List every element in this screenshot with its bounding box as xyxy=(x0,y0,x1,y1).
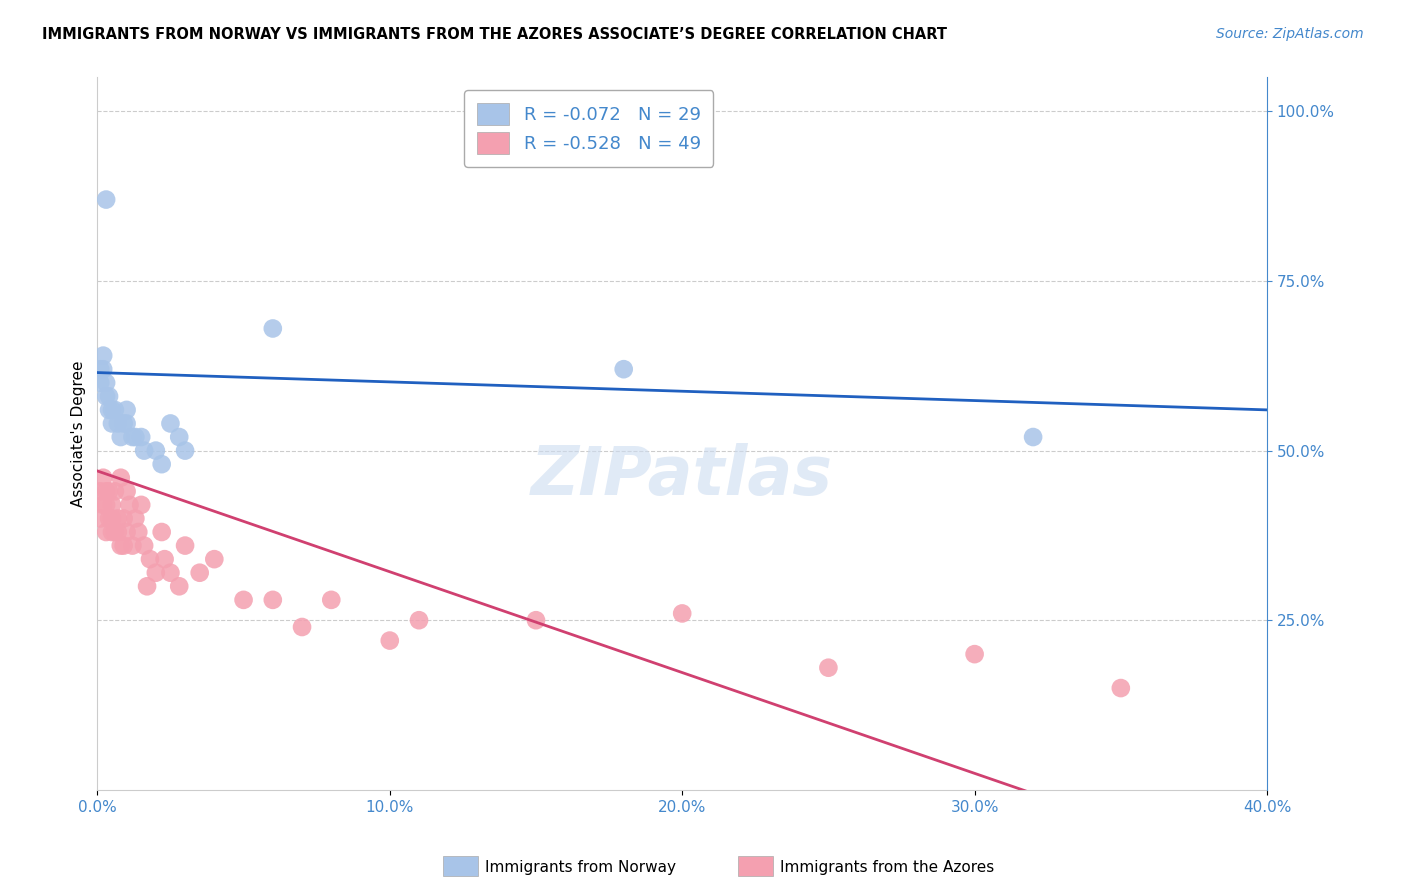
Point xyxy=(115,484,138,499)
Legend: R = -0.072   N = 29, R = -0.528   N = 49: R = -0.072 N = 29, R = -0.528 N = 49 xyxy=(464,90,713,167)
Point xyxy=(101,403,124,417)
Point xyxy=(110,471,132,485)
Point xyxy=(91,498,114,512)
Point xyxy=(159,566,181,580)
Point xyxy=(127,524,149,539)
Point xyxy=(174,539,197,553)
Point xyxy=(262,321,284,335)
Point xyxy=(118,498,141,512)
Point xyxy=(134,443,156,458)
Point xyxy=(115,524,138,539)
Point xyxy=(232,592,254,607)
Point xyxy=(107,511,129,525)
Point xyxy=(124,511,146,525)
Point xyxy=(136,579,159,593)
Point xyxy=(121,430,143,444)
Text: ZIPatlas: ZIPatlas xyxy=(531,443,834,509)
Point xyxy=(104,403,127,417)
Point xyxy=(94,524,117,539)
Point xyxy=(145,566,167,580)
Point xyxy=(91,362,114,376)
Point xyxy=(104,484,127,499)
Point xyxy=(202,552,225,566)
Text: Immigrants from Norway: Immigrants from Norway xyxy=(485,860,676,874)
Point xyxy=(613,362,636,376)
Y-axis label: Associate's Degree: Associate's Degree xyxy=(72,360,86,507)
Point xyxy=(101,498,124,512)
Point xyxy=(98,389,121,403)
Point xyxy=(188,566,211,580)
Point xyxy=(671,607,693,621)
Point xyxy=(94,389,117,403)
Point xyxy=(167,430,190,444)
Point xyxy=(139,552,162,566)
Point xyxy=(112,539,135,553)
Point xyxy=(107,417,129,431)
Point xyxy=(145,443,167,458)
Point xyxy=(112,417,135,431)
Point xyxy=(89,511,111,525)
Point xyxy=(174,443,197,458)
Point xyxy=(94,484,117,499)
Text: IMMIGRANTS FROM NORWAY VS IMMIGRANTS FROM THE AZORES ASSOCIATE’S DEGREE CORRELAT: IMMIGRANTS FROM NORWAY VS IMMIGRANTS FRO… xyxy=(42,27,948,42)
Point xyxy=(262,592,284,607)
Text: Source: ZipAtlas.com: Source: ZipAtlas.com xyxy=(1216,27,1364,41)
Point xyxy=(134,539,156,553)
Point xyxy=(98,511,121,525)
Point xyxy=(89,484,111,499)
Point xyxy=(524,613,547,627)
Point xyxy=(115,403,138,417)
Point xyxy=(89,362,111,376)
Point xyxy=(291,620,314,634)
Text: Immigrants from the Azores: Immigrants from the Azores xyxy=(780,860,994,874)
Point xyxy=(408,613,430,627)
Point xyxy=(110,430,132,444)
Point xyxy=(98,403,121,417)
Point xyxy=(94,376,117,390)
Point xyxy=(1109,681,1132,695)
Point xyxy=(159,417,181,431)
Point xyxy=(153,552,176,566)
Point xyxy=(94,193,117,207)
Point xyxy=(124,430,146,444)
Point xyxy=(107,524,129,539)
Point xyxy=(101,511,124,525)
Point xyxy=(112,511,135,525)
Point xyxy=(91,349,114,363)
Point xyxy=(378,633,401,648)
Point xyxy=(817,661,839,675)
Point xyxy=(129,430,152,444)
Point xyxy=(150,457,173,471)
Point xyxy=(115,417,138,431)
Point xyxy=(321,592,343,607)
Point xyxy=(89,376,111,390)
Point xyxy=(150,524,173,539)
Point xyxy=(101,524,124,539)
Point xyxy=(963,647,986,661)
Point xyxy=(110,539,132,553)
Point xyxy=(167,579,190,593)
Point xyxy=(129,498,152,512)
Point xyxy=(101,417,124,431)
Point xyxy=(121,539,143,553)
Point xyxy=(98,484,121,499)
Point xyxy=(94,498,117,512)
Point xyxy=(1022,430,1045,444)
Point xyxy=(91,471,114,485)
Point xyxy=(104,524,127,539)
